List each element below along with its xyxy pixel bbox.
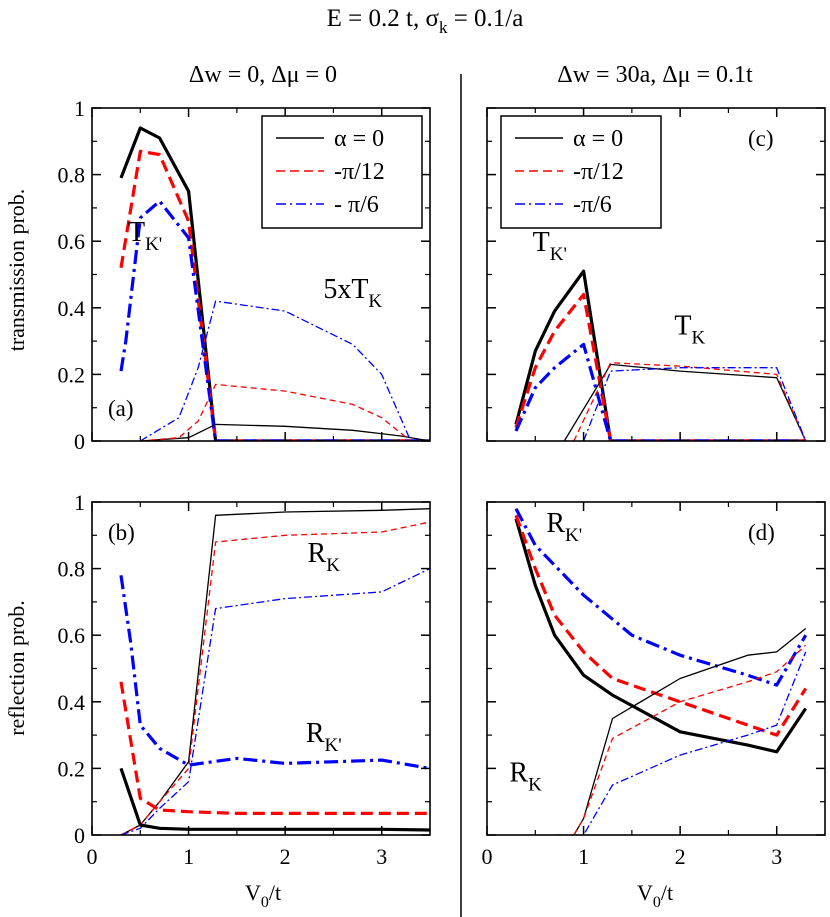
- x-tick-label: 1: [578, 844, 589, 869]
- x-tick-label: 3: [771, 844, 782, 869]
- annotation-label: TK': [533, 227, 567, 265]
- series-group: [119, 126, 430, 441]
- y-tick-label: 1: [74, 490, 85, 515]
- series-line: [514, 514, 808, 737]
- panel-c: (c) TK' TK α = 0 -π/12 -π/6: [486, 107, 826, 442]
- plot-frame: [486, 107, 826, 442]
- x-tick-label: 0: [87, 844, 98, 869]
- annotation-label: RK': [546, 508, 582, 546]
- y-tick-label: 0: [74, 429, 85, 454]
- plot-frame: [91, 107, 431, 442]
- xlabel-right: V0/t: [637, 880, 673, 911]
- series-line: [573, 644, 807, 835]
- series-line: [554, 651, 807, 835]
- xlabel-left: V0/t: [245, 880, 281, 911]
- legend: α = 0 -π/12 -π/6: [500, 115, 662, 229]
- annotation-label: TK': [128, 217, 162, 255]
- series-line: [514, 269, 806, 441]
- panel-b: 0 0.2 0.4 0.6 0.8 1 0 1 2 3 (b) RK RK': [58, 490, 431, 869]
- series-line: [139, 300, 412, 441]
- legend: α = 0 -π/12 - π/6: [261, 115, 423, 229]
- y-tick-label: 0.2: [58, 756, 86, 781]
- panel-letter: (c): [748, 126, 774, 151]
- annotation-label: 5xTK: [323, 274, 382, 312]
- y-tick-label: 0.6: [58, 229, 86, 254]
- series-line: [120, 508, 430, 835]
- series-line: [514, 292, 806, 441]
- series-line: [514, 518, 808, 754]
- y-tick-label: 0: [74, 823, 85, 848]
- series-line: [119, 126, 430, 441]
- annotation-label: TK: [674, 310, 705, 348]
- panel-letter: (a): [108, 396, 134, 421]
- y-tick-label: 0.8: [58, 163, 86, 188]
- series-line: [120, 521, 430, 835]
- panel-letter: (b): [108, 520, 135, 545]
- series-line: [514, 507, 808, 687]
- x-tick-label: 1: [183, 844, 194, 869]
- legend-label: -π/12: [334, 159, 385, 185]
- legend-label: -π/12: [573, 159, 624, 185]
- legend-label: α = 0: [334, 126, 384, 152]
- series-line: [140, 383, 412, 441]
- right-column-title: Δw = 30a, Δμ = 0.1t: [557, 62, 753, 88]
- series-line: [119, 681, 430, 815]
- y-tick-label: 0.4: [58, 296, 86, 321]
- plot-frame: [486, 501, 826, 836]
- series-line: [119, 149, 430, 441]
- series-line: [120, 568, 430, 835]
- panel-a: 0 0.2 0.4 0.6 0.8 1 (a) TK' 5xTK α = 0 -π/12 - π/6: [58, 96, 431, 454]
- annotation-label: RK': [306, 718, 342, 756]
- panel-letter: (d): [748, 520, 775, 545]
- legend-label: α = 0: [573, 126, 623, 152]
- y-tick-label: 0.6: [58, 623, 86, 648]
- series-line: [514, 342, 806, 441]
- annotation-label: RK: [308, 538, 341, 576]
- series-group: [119, 508, 430, 835]
- annotation-label: RK: [509, 758, 542, 796]
- y-tick-label: 0.8: [58, 557, 86, 582]
- series-line: [119, 575, 430, 770]
- panel-d: 0 1 2 3 (d) RK' RK: [482, 501, 826, 869]
- figure-title: E = 0.2 t, σk = 0.1/a: [327, 5, 524, 37]
- legend-label: - π/6: [334, 192, 379, 218]
- series-line: [582, 367, 807, 441]
- left-column-title: Δw = 0, Δμ = 0: [189, 62, 337, 88]
- series-group: [514, 507, 808, 835]
- ylabel-reflection: reflection prob.: [4, 600, 29, 736]
- series-line: [563, 363, 807, 441]
- y-tick-label: 0.4: [58, 690, 86, 715]
- x-tick-label: 2: [280, 844, 291, 869]
- series-group: [514, 269, 807, 441]
- y-tick-label: 1: [74, 96, 85, 121]
- series-line: [119, 199, 430, 441]
- ylabel-transmission: transmission prob.: [4, 189, 29, 352]
- legend-box: [261, 115, 423, 229]
- x-tick-label: 0: [482, 844, 493, 869]
- legend-box: [500, 115, 662, 229]
- x-tick-label: 3: [376, 844, 387, 869]
- x-tick-label: 2: [675, 844, 686, 869]
- y-tick-label: 0.2: [58, 362, 86, 387]
- legend-label: -π/6: [573, 192, 612, 218]
- plot-frame: [91, 501, 431, 836]
- series-line: [119, 767, 430, 832]
- series-line: [573, 627, 807, 835]
